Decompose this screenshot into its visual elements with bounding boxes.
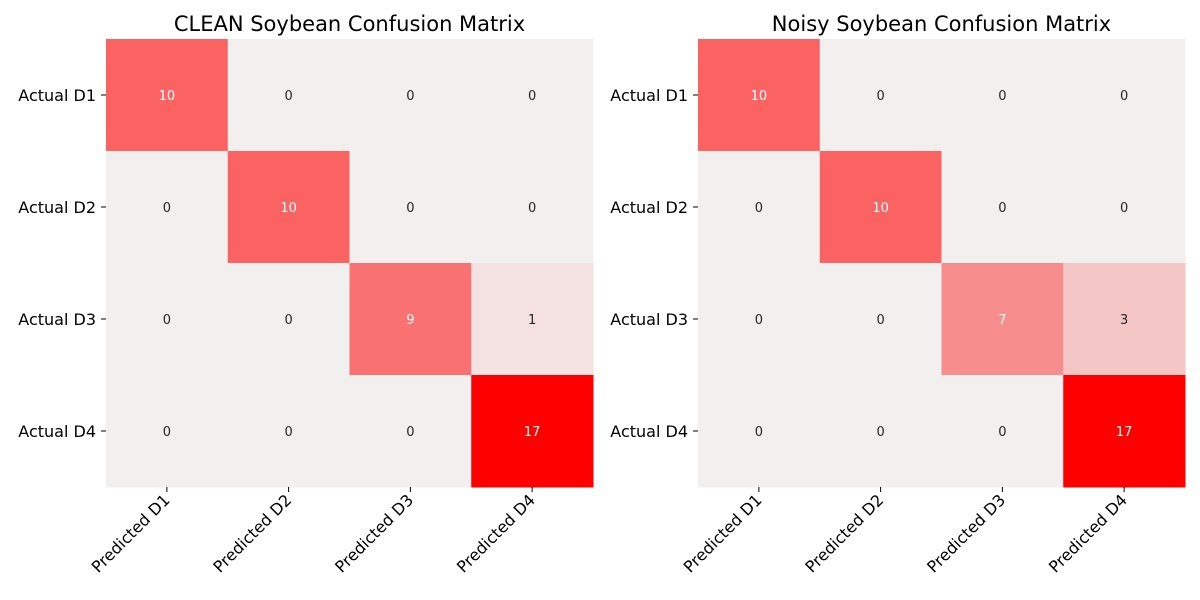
heatmap-cell: [698, 151, 821, 264]
cell-value-label: 10: [280, 201, 297, 216]
heatmap-cell: [698, 263, 821, 376]
cell-value-label: 7: [998, 313, 1006, 328]
cell-value-label: 10: [159, 89, 176, 104]
heatmap-cell: [1063, 263, 1186, 376]
cell-value-label: 10: [751, 89, 768, 104]
y-tick-label: Actual D1: [18, 86, 96, 105]
heatmap-cell: [1063, 39, 1186, 152]
x-tick-label: Predicted D1: [680, 490, 766, 576]
x-tick-label: Predicted D2: [801, 490, 887, 576]
heatmap-cell: [941, 151, 1064, 264]
y-tick-label: Actual D2: [18, 198, 96, 217]
x-tick-label: Predicted D3: [331, 490, 417, 576]
cell-value-label: 0: [998, 201, 1006, 216]
heatmap-cell: [227, 39, 350, 152]
heatmap-cell: [819, 151, 942, 264]
heatmap-cell: [471, 39, 594, 152]
y-tick-label: Actual D3: [610, 310, 688, 329]
cell-value-label: 0: [876, 425, 884, 440]
cell-value-label: 0: [755, 313, 763, 328]
heatmap-cell: [1063, 151, 1186, 264]
cell-value-label: 0: [998, 425, 1006, 440]
cell-value-label: 3: [1120, 313, 1128, 328]
chart-title: CLEAN Soybean Confusion Matrix: [174, 12, 525, 36]
cell-value-label: 0: [406, 201, 414, 216]
heatmap-cell: [819, 263, 942, 376]
cell-value-label: 0: [406, 89, 414, 104]
cell-value-label: 0: [755, 201, 763, 216]
heatmap-cell: [471, 263, 594, 376]
heatmap-cell: [819, 375, 942, 488]
cell-value-label: 0: [284, 425, 292, 440]
x-tick-label: Predicted D4: [1045, 490, 1131, 576]
chart-title: Noisy Soybean Confusion Matrix: [772, 12, 1111, 36]
cell-value-label: 10: [872, 201, 889, 216]
cell-value-label: 0: [163, 201, 171, 216]
noisy-confusion-matrix-panel: Noisy Soybean Confusion Matrix 10 0 0 0 0 10 0 0…: [610, 12, 1186, 576]
heatmap-cell: [471, 151, 594, 264]
heatmap-cell: [227, 375, 350, 488]
heatmap-cell: [227, 151, 350, 264]
heatmap-cell: [698, 375, 821, 488]
cell-value-label: 9: [406, 313, 414, 328]
heatmap-cell: [349, 39, 472, 152]
cell-value-label: 0: [755, 425, 763, 440]
heatmap-cell: [349, 263, 472, 376]
y-tick-label: Actual D2: [610, 198, 688, 217]
heatmap-cell: [106, 39, 229, 152]
heatmap-cell: [227, 263, 350, 376]
heatmap-cell: [106, 151, 229, 264]
heatmap-cell: [349, 375, 472, 488]
heatmap-cell: [941, 39, 1064, 152]
cell-value-label: 0: [998, 89, 1006, 104]
heatmap-cell: [941, 375, 1064, 488]
cell-value-label: 17: [524, 425, 541, 440]
cell-value-label: 0: [163, 425, 171, 440]
x-tick-label: Predicted D3: [923, 490, 1009, 576]
cell-value-label: 0: [1120, 89, 1128, 104]
heatmap-cell: [349, 151, 472, 264]
heatmap-cell: [1063, 375, 1186, 488]
cell-value-label: 1: [528, 313, 536, 328]
x-tick-label: Predicted D1: [88, 490, 174, 576]
cell-value-label: 0: [406, 425, 414, 440]
cell-value-label: 0: [163, 313, 171, 328]
cell-value-label: 0: [284, 313, 292, 328]
heatmap-cell: [819, 39, 942, 152]
cell-value-label: 0: [876, 89, 884, 104]
y-tick-label: Actual D3: [18, 310, 96, 329]
cell-value-label: 0: [876, 313, 884, 328]
heatmap-cell: [471, 375, 594, 488]
heatmap-cell: [106, 263, 229, 376]
cell-value-label: 17: [1116, 425, 1133, 440]
cell-value-label: 0: [284, 89, 292, 104]
cell-value-label: 0: [528, 89, 536, 104]
x-tick-label: Predicted D2: [209, 490, 295, 576]
cell-value-label: 0: [528, 201, 536, 216]
heatmap-cell: [106, 375, 229, 488]
heatmap-cell: [941, 263, 1064, 376]
cell-value-label: 0: [1120, 201, 1128, 216]
heatmap-cell: [698, 39, 821, 152]
y-tick-label: Actual D4: [610, 422, 688, 441]
x-tick-label: Predicted D4: [453, 490, 539, 576]
y-tick-label: Actual D1: [610, 86, 688, 105]
y-tick-label: Actual D4: [18, 422, 96, 441]
